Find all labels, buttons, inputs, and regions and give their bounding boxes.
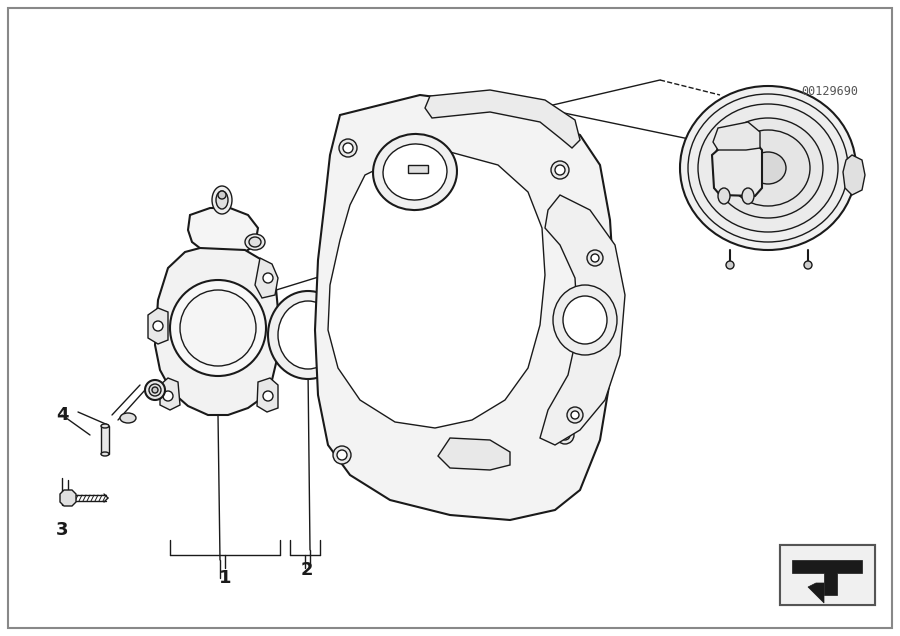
Polygon shape — [808, 583, 824, 603]
Ellipse shape — [571, 411, 579, 419]
Polygon shape — [257, 378, 278, 412]
Ellipse shape — [249, 237, 261, 247]
Polygon shape — [788, 570, 822, 600]
Ellipse shape — [726, 130, 810, 206]
Polygon shape — [795, 557, 860, 593]
Ellipse shape — [698, 104, 838, 232]
Ellipse shape — [216, 191, 228, 209]
Text: 00129690: 00129690 — [802, 85, 859, 98]
Bar — [780, 545, 875, 605]
Ellipse shape — [343, 143, 353, 153]
Polygon shape — [843, 155, 865, 195]
Polygon shape — [438, 438, 510, 470]
Ellipse shape — [742, 188, 754, 204]
Polygon shape — [712, 142, 762, 196]
Polygon shape — [155, 248, 278, 415]
Ellipse shape — [120, 413, 136, 423]
Polygon shape — [540, 195, 625, 445]
Ellipse shape — [553, 285, 617, 355]
Ellipse shape — [278, 301, 338, 369]
Ellipse shape — [153, 321, 163, 331]
Ellipse shape — [750, 152, 786, 184]
Ellipse shape — [804, 261, 812, 269]
Polygon shape — [160, 378, 180, 410]
Polygon shape — [255, 258, 278, 298]
Ellipse shape — [145, 380, 165, 400]
Text: 4: 4 — [56, 406, 68, 424]
Ellipse shape — [212, 186, 232, 214]
Polygon shape — [148, 308, 168, 344]
Text: 1: 1 — [219, 569, 231, 587]
Ellipse shape — [567, 407, 583, 423]
Ellipse shape — [149, 384, 161, 396]
Polygon shape — [101, 426, 109, 454]
Ellipse shape — [373, 134, 457, 210]
Ellipse shape — [339, 139, 357, 157]
Ellipse shape — [263, 273, 273, 283]
Ellipse shape — [101, 452, 109, 456]
Ellipse shape — [560, 430, 570, 440]
Ellipse shape — [680, 86, 856, 250]
Text: 2: 2 — [301, 561, 313, 579]
Ellipse shape — [333, 446, 351, 464]
Polygon shape — [792, 560, 862, 595]
Polygon shape — [315, 95, 615, 520]
Ellipse shape — [713, 118, 823, 218]
Ellipse shape — [587, 250, 603, 266]
Ellipse shape — [170, 280, 266, 376]
Ellipse shape — [718, 188, 730, 204]
Ellipse shape — [152, 387, 158, 393]
Ellipse shape — [555, 165, 565, 175]
Ellipse shape — [337, 450, 347, 460]
Ellipse shape — [726, 261, 734, 269]
Polygon shape — [425, 90, 580, 148]
Bar — [780, 545, 875, 605]
Polygon shape — [713, 122, 760, 150]
Ellipse shape — [101, 424, 109, 428]
Ellipse shape — [551, 161, 569, 179]
Ellipse shape — [163, 391, 173, 401]
Polygon shape — [60, 490, 76, 506]
Ellipse shape — [218, 191, 226, 199]
Ellipse shape — [556, 426, 574, 444]
Polygon shape — [188, 208, 258, 255]
Text: 3: 3 — [56, 521, 68, 539]
Bar — [408, 165, 428, 173]
Ellipse shape — [688, 94, 848, 242]
Ellipse shape — [263, 391, 273, 401]
Polygon shape — [328, 152, 545, 428]
Ellipse shape — [245, 234, 265, 250]
Ellipse shape — [268, 291, 348, 379]
Ellipse shape — [180, 290, 256, 366]
Ellipse shape — [563, 296, 607, 344]
Ellipse shape — [591, 254, 599, 262]
Ellipse shape — [383, 144, 447, 200]
